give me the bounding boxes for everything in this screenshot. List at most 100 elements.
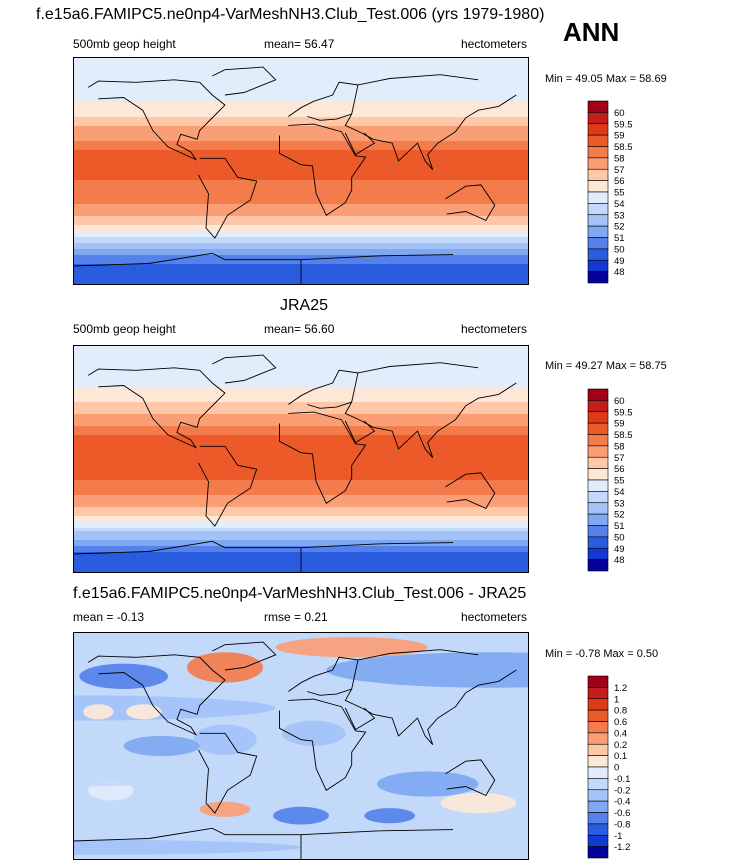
panel-obs-cbar-swatch-3: [587, 422, 609, 435]
panel-diff-coastline-1: [288, 656, 359, 696]
panel-diff-units: hectometers: [461, 610, 528, 624]
panel-obs-band-42: [73, 471, 529, 475]
panel-obs-band-61: [73, 528, 529, 532]
panel-model-band-39: [73, 174, 529, 178]
panel-model-coastline-0: [279, 123, 367, 216]
panel-diff-anomaly-5: [83, 704, 114, 720]
panel-obs-cbar-swatch-15: [587, 559, 609, 572]
panel-obs-band-10: [73, 375, 529, 379]
panel-obs-cbar-label-3: 58.5: [614, 430, 633, 441]
panel-model-cbar-label-9: 53: [614, 210, 625, 221]
panel-model-band-1: [73, 60, 529, 64]
panel-obs-cbar-swatch-13: [587, 536, 609, 549]
panel-obs-cbar-label-6: 56: [614, 464, 625, 475]
panel-obs-band-13: [73, 384, 529, 388]
panel-model-coastline-5: [87, 79, 226, 161]
panel-model-coastline-8: [73, 252, 454, 285]
panel-diff-cbar-label-3: 0.6: [614, 717, 627, 728]
panel-obs-band-25: [73, 420, 529, 424]
panel-model-cbar-label-11: 51: [614, 233, 625, 244]
panel-diff-anomaly-1: [79, 663, 168, 689]
panel-diff-cbar-swatch-8: [587, 766, 609, 779]
panel-model-band-34: [73, 159, 529, 163]
panel-diff-anomaly-15: [73, 839, 301, 855]
panel-obs-band-20: [73, 405, 529, 409]
panel-obs-cbar-swatch-4: [587, 434, 609, 447]
panel-model-band-53: [73, 216, 529, 220]
panel-model-cbar-swatch-10: [587, 214, 609, 227]
panel-diff-cbar-label-4: 0.4: [614, 728, 627, 739]
panel-model-band-51: [73, 210, 529, 214]
panel-diff-map-svg: [73, 632, 529, 860]
panel-model-band-14: [73, 99, 529, 103]
panel-obs-units: hectometers: [461, 322, 528, 336]
panel-obs-cbar-label-11: 51: [614, 521, 625, 532]
panel-model-band-0: [73, 57, 529, 61]
panel-model-cbar-swatch-7: [587, 180, 609, 193]
panel-model-map: [73, 57, 529, 285]
panel-diff-anomaly-8: [377, 771, 479, 797]
panel-model-cbar-swatch-11: [587, 225, 609, 238]
panel-obs-cbar-label-7: 55: [614, 476, 625, 487]
panel-obs-cbar-label-5: 57: [614, 453, 625, 464]
panel-obs-band-66: [73, 543, 529, 547]
panel-obs-band-50: [73, 495, 529, 499]
panel-model-band-49: [73, 204, 529, 208]
panel-obs-band-65: [73, 540, 529, 544]
panel-obs-coastline-4: [445, 472, 496, 509]
panel-diff-anomaly-6: [126, 704, 162, 720]
panel-obs-cbar-label-12: 50: [614, 532, 625, 543]
panel-obs-band-27: [73, 426, 529, 430]
panel-model-cbar-label-7: 55: [614, 188, 625, 199]
panel-model-band-3: [73, 66, 529, 70]
panel-diff-cbar-label-0: 1.2: [614, 683, 627, 694]
season-label: ANN: [563, 17, 620, 47]
panel-obs-band-21: [73, 408, 529, 412]
panel-obs-band-32: [73, 441, 529, 445]
panel-model-band-63: [73, 246, 529, 250]
panel-model-band-12: [73, 93, 529, 97]
panel-model-band-45: [73, 192, 529, 196]
panel-obs-band-9: [73, 372, 529, 376]
panel-model-cbar-label-12: 50: [614, 244, 625, 255]
panel-obs-cbar-label-10: 52: [614, 510, 625, 521]
panel-model-coastline-3: [344, 132, 376, 156]
panel-diff-cbar-label-11: -0.6: [614, 808, 630, 819]
panel-obs-band-59: [73, 522, 529, 526]
panel-obs-cbar-swatch-11: [587, 513, 609, 526]
panel-model-band-6: [73, 75, 529, 79]
panel-model-band-58: [73, 231, 529, 235]
panel-model-cbar-swatch-14: [587, 259, 609, 272]
panel-obs-band-58: [73, 519, 529, 523]
panel-obs-cbar-swatch-5: [587, 445, 609, 458]
panel-model-band-18: [73, 111, 529, 115]
panel-model-band-8: [73, 81, 529, 85]
panel-model-band-13: [73, 96, 529, 100]
panel-obs-band-24: [73, 417, 529, 421]
panel-model-cbar-label-0: 60: [614, 108, 625, 119]
panel-model-band-28: [73, 141, 529, 145]
panel-diff-coastline-7: [198, 732, 258, 814]
panel-obs-band-3: [73, 354, 529, 358]
panel-diff-anomaly-7: [282, 720, 346, 746]
panel-model-mean: mean= 56.47: [264, 37, 335, 51]
panel-diff-cbar-swatch-1: [587, 687, 609, 700]
panel-diff-cbar-label-9: -0.2: [614, 785, 630, 796]
panel-model-band-59: [73, 234, 529, 238]
panel-obs-band-11: [73, 378, 529, 382]
panel-model-band-57: [73, 228, 529, 232]
panel-obs-cbar-swatch-14: [587, 547, 609, 560]
panel-model-cbar-swatch-1: [587, 112, 609, 125]
panel-diff-colorbar: 1.2 1 0.8 0.6 0.4 0.2 0.1 0 -0.1 -0.2 -0.4 -0.6 -0.8…: [587, 675, 630, 859]
panel-obs-cbar-label-0: 60: [614, 396, 625, 407]
panel-model-band-7: [73, 78, 529, 82]
panel-obs-cbar-label-1: 59.5: [614, 407, 633, 418]
panel-obs-band-18: [73, 399, 529, 403]
panel-diff-coastline-4: [445, 759, 496, 796]
panel-model-cbar-label-3: 58.5: [614, 142, 633, 153]
panel-model-band-64: [73, 249, 529, 253]
panel-obs-band-52: [73, 501, 529, 505]
panel-model-band-38: [73, 171, 529, 175]
panel-obs-band-28: [73, 429, 529, 433]
